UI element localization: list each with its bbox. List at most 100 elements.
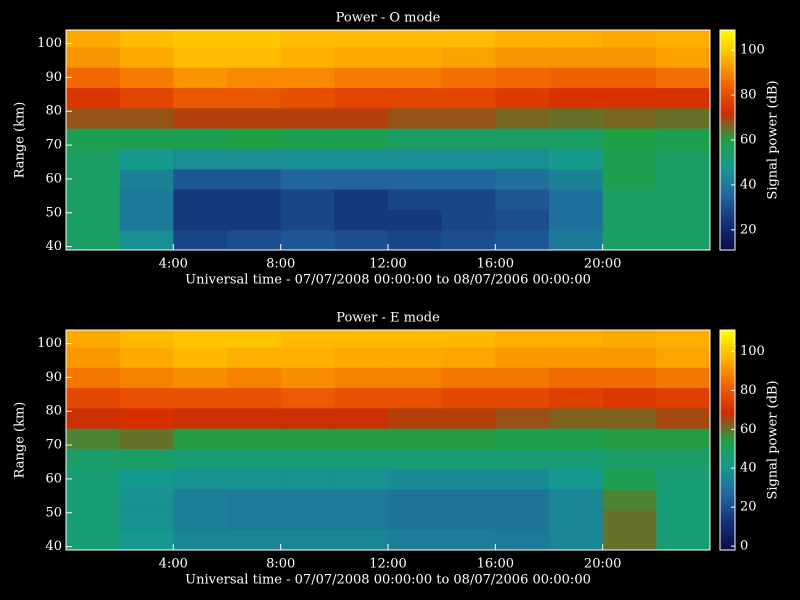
heatmap-cell [549, 489, 604, 510]
heatmap-cell [173, 209, 228, 231]
heatmap-cell [334, 87, 389, 109]
heatmap-cell [119, 46, 174, 68]
colorbar-tick-label: 20 [740, 222, 757, 237]
heatmap-cell [495, 107, 550, 129]
colorbar-tick-label: 60 [740, 133, 757, 148]
heatmap-cell [549, 46, 604, 68]
heatmap-cell [66, 387, 121, 409]
heatmap-cell [334, 346, 389, 368]
heatmap-cell [656, 346, 711, 368]
colorbar-tick-label: 100 [740, 43, 765, 58]
heatmap-cell [388, 189, 443, 210]
heatmap-cell [173, 128, 228, 149]
heatmap-cell [602, 387, 657, 409]
heatmap-cell [227, 367, 282, 389]
heatmap-cell [334, 529, 389, 551]
heatmap-cell [334, 189, 389, 210]
y-tick-label: 80 [45, 104, 62, 119]
heatmap-cell [441, 346, 496, 368]
heatmap-cell [227, 509, 282, 531]
heatmap-cell [549, 367, 604, 389]
heatmap-cell [280, 209, 335, 231]
heatmap-cell [119, 30, 174, 48]
heatmap-cell [66, 468, 121, 490]
heatmap-cell [119, 87, 174, 109]
heatmap-cell [227, 189, 282, 210]
heatmap-cell [388, 46, 443, 68]
heatmap-cell [656, 87, 711, 109]
heatmap-cell [334, 489, 389, 510]
heatmap-cell [656, 448, 711, 470]
heatmap-cell [495, 67, 550, 89]
heatmap-cell [280, 387, 335, 409]
heatmap-cell [280, 46, 335, 68]
heatmap-cell [388, 209, 443, 231]
y-axis-label: Range (km) [13, 102, 28, 179]
heatmap-cell [495, 30, 550, 48]
heatmap-cell [334, 448, 389, 470]
heatmap-cell [495, 489, 550, 510]
y-tick-label: 100 [37, 336, 62, 351]
heatmap-cell [656, 428, 711, 449]
heatmap-cell [495, 330, 550, 348]
heatmap-cell [441, 367, 496, 389]
heatmap-cell [66, 30, 121, 48]
x-tick-label: 4:00 [159, 557, 188, 572]
colorbar-tick-label: 40 [740, 461, 757, 476]
y-tick-label: 70 [45, 438, 62, 453]
heatmap-cell [119, 67, 174, 89]
heatmap-cell [656, 367, 711, 389]
heatmap-cell [602, 428, 657, 449]
heatmap-cell [334, 428, 389, 449]
heatmap-cell [549, 509, 604, 531]
heatmap-cell [227, 330, 282, 348]
colorbar [719, 329, 736, 551]
heatmap-cell [441, 468, 496, 490]
heatmap-cell [495, 509, 550, 531]
heatmap-cell [549, 209, 604, 231]
heatmap-cell [227, 387, 282, 409]
heatmap-cell [602, 209, 657, 231]
heatmap-cell [173, 346, 228, 368]
heatmap-cell [602, 229, 657, 251]
heatmap-cell [280, 189, 335, 210]
colorbar-tick-label: 0 [740, 539, 748, 554]
heatmap-cell [495, 407, 550, 429]
heatmap-cell [441, 168, 496, 190]
heatmap-cell [173, 107, 228, 129]
heatmap-cell [173, 30, 228, 48]
heatmap-cell [602, 168, 657, 190]
heatmap-cell [119, 428, 174, 449]
heatmap-cell [495, 148, 550, 170]
heatmap-cell [388, 448, 443, 470]
heatmap-cell [441, 229, 496, 251]
heatmap-cell [495, 428, 550, 449]
heatmap-cell [173, 407, 228, 429]
heatmap-cell [602, 67, 657, 89]
heatmap-cell [173, 168, 228, 190]
heatmap-cell [656, 30, 711, 48]
heatmap-cell [441, 148, 496, 170]
chart-title: Power - E mode [336, 311, 440, 326]
heatmap-cell [173, 87, 228, 109]
heatmap-cell [549, 407, 604, 429]
heatmap-cell [388, 387, 443, 409]
colorbar-label: Signal power (dB) [766, 80, 781, 199]
heatmap-cell [602, 87, 657, 109]
heatmap-cell [66, 148, 121, 170]
heatmap-cell [656, 407, 711, 429]
heatmap-cell [227, 46, 282, 68]
heatmap-cell [119, 468, 174, 490]
heatmap-cell [656, 509, 711, 531]
heatmap-cell [227, 468, 282, 490]
heatmap-cell [173, 67, 228, 89]
heatmap-cell [495, 46, 550, 68]
heatmap-cell [280, 489, 335, 510]
heatmap-cell [334, 30, 389, 48]
heatmap-cell [495, 168, 550, 190]
heatmap-cell [495, 189, 550, 210]
heatmap-cell [119, 529, 174, 551]
heatmap-cell [334, 46, 389, 68]
heatmap-cell [227, 407, 282, 429]
